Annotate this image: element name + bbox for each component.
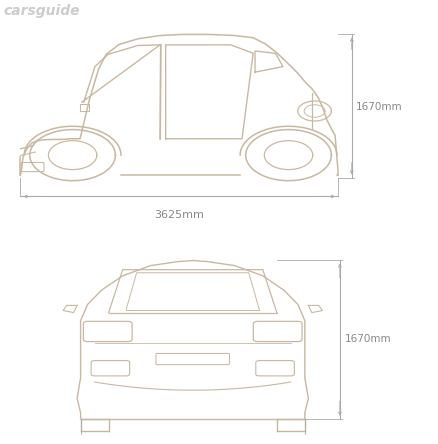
Text: 1670mm: 1670mm [356,102,403,111]
Text: 3625mm: 3625mm [154,210,204,220]
Text: carsguide: carsguide [4,4,80,19]
Text: 1670mm: 1670mm [345,334,392,344]
